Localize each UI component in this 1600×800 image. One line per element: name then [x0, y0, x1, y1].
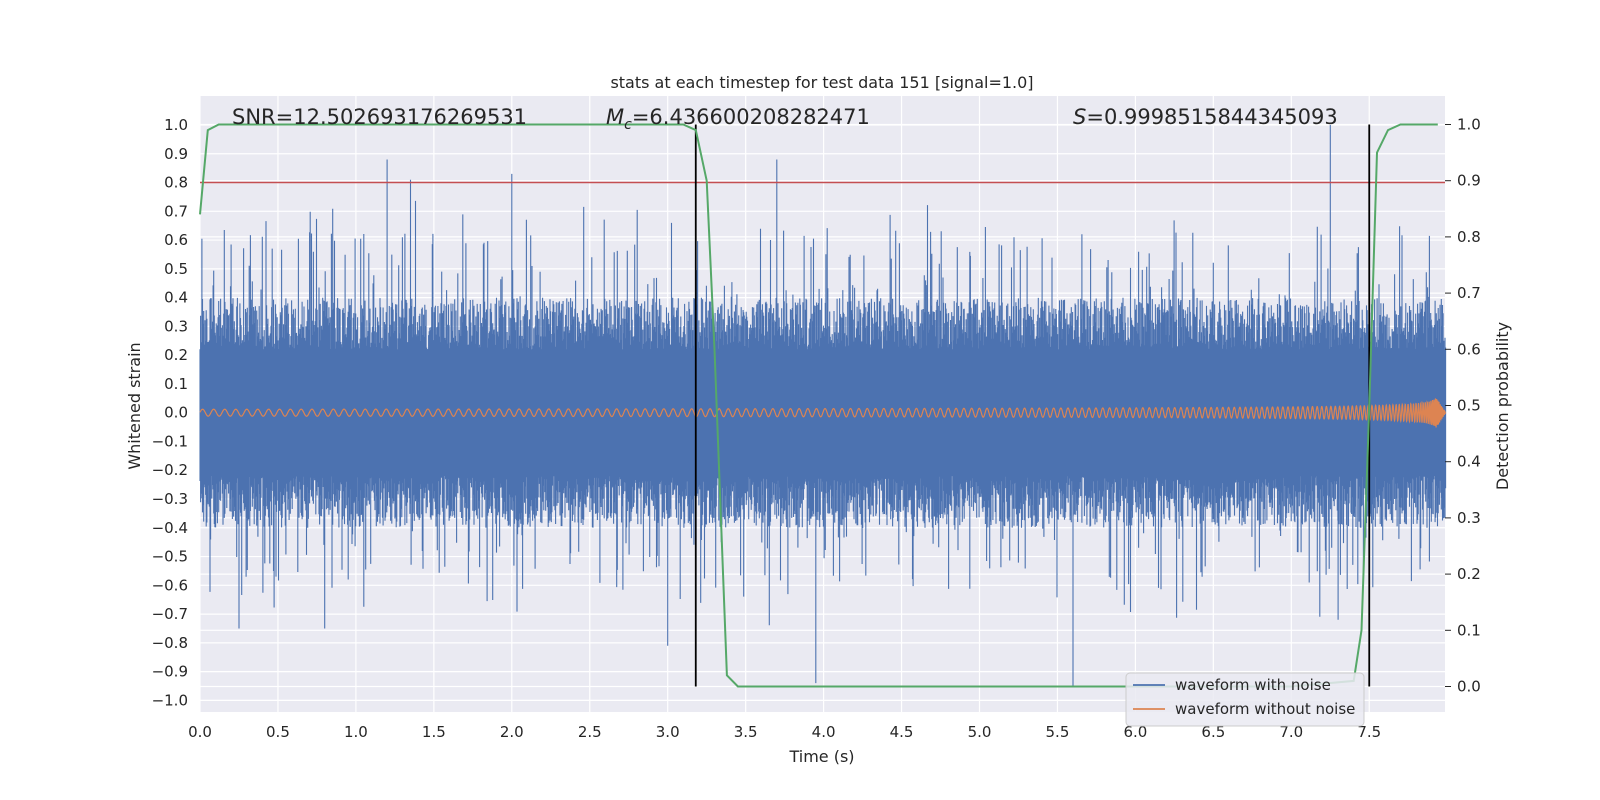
y-right-axis-label: Detection probability	[1493, 322, 1512, 490]
chirp-mass-symbol: M	[606, 105, 624, 129]
score-annotation: S=0.9998515844345093	[1073, 105, 1338, 129]
y-left-tick-label: 0.8	[164, 174, 188, 192]
y-left-tick-label: 0.5	[164, 260, 188, 278]
y-left-tick-label: −0.2	[152, 461, 188, 479]
x-tick-label: 6.0	[1123, 723, 1147, 741]
y-right-tick-label: 0.5	[1457, 397, 1481, 415]
x-tick-label: 2.0	[500, 723, 524, 741]
chirp-mass-value: =6.436600208282471	[632, 105, 870, 129]
detection-probability-line	[199, 123, 1438, 688]
x-tick-label: 4.5	[890, 723, 914, 741]
x-tick-label: 5.0	[968, 723, 992, 741]
y-right-tick-label: 0.1	[1457, 621, 1481, 639]
y-left-tick-label: 0.1	[164, 375, 188, 393]
legend: waveform with noise waveform without noi…	[1125, 672, 1365, 727]
y-right-tick-label: 1.0	[1457, 116, 1481, 134]
y-left-tick-label: 0.9	[164, 145, 188, 163]
chirp-trace	[199, 398, 1447, 428]
x-tick-label: 6.5	[1201, 723, 1225, 741]
y-right-tick-label: 0.8	[1457, 228, 1481, 246]
chirp-mass-subscript: c	[624, 117, 632, 133]
detection-probability-series	[199, 123, 1438, 688]
score-value: =0.9998515844345093	[1086, 105, 1337, 129]
y-left-tick-label: −0.8	[152, 634, 188, 652]
y-right-tick-label: 0.9	[1457, 172, 1481, 190]
x-tick-label: 2.5	[578, 723, 602, 741]
x-tick-label: 5.5	[1046, 723, 1070, 741]
y-left-tick-label: 0.4	[164, 289, 188, 307]
y-left-tick-label: −0.6	[152, 576, 188, 594]
x-tick-label: 0.0	[188, 723, 212, 741]
y-left-tick-label: −0.9	[152, 663, 188, 681]
y-left-tick-label: 0.7	[164, 202, 188, 220]
x-tick-label: 7.0	[1279, 723, 1303, 741]
x-tick-label: 3.0	[656, 723, 680, 741]
y-left-axis-ticks: 1.0 0.9 0.8 0.7 0.6 0.5 0.4 0.3 0.2 0.1 0.0 −0.1 −0.…	[152, 116, 188, 709]
x-tick-label: 0.5	[266, 723, 290, 741]
y-left-tick-label: −0.4	[152, 519, 188, 537]
x-tick-label: 3.5	[734, 723, 758, 741]
y-right-tick-label: 0.3	[1457, 509, 1481, 527]
y-right-tick-label: 0.0	[1457, 678, 1481, 696]
waveform-without-noise-series	[199, 398, 1447, 428]
y-left-tick-label: 0.6	[164, 231, 188, 249]
y-right-tick-label: 0.6	[1457, 340, 1481, 358]
x-tick-label: 4.0	[812, 723, 836, 741]
y-left-tick-label: −0.7	[152, 605, 188, 623]
score-symbol: S	[1073, 105, 1086, 129]
x-tick-label: 7.5	[1357, 723, 1381, 741]
y-right-tick-label: 0.4	[1457, 453, 1481, 471]
y-right-tick-label: 0.2	[1457, 565, 1481, 583]
chart-title: stats at each timestep for test data 151…	[610, 73, 1033, 92]
legend-label-noise: waveform with noise	[1175, 676, 1331, 694]
legend-box	[1125, 672, 1365, 727]
x-axis-ticks: 0.0 0.5 1.0 1.5 2.0 2.5 3.0 3.5 4.0 4.5 5.0 5.5 6.0 6…	[188, 723, 1381, 741]
y-right-tick-label: 0.7	[1457, 284, 1481, 302]
y-left-tick-label: −1.0	[152, 691, 188, 709]
y-left-tick-label: 0.0	[164, 404, 188, 422]
y-left-axis-label: Whitened strain	[125, 342, 144, 469]
y-left-tick-label: −0.1	[152, 432, 188, 450]
legend-label-clean: waveform without noise	[1175, 700, 1355, 718]
y-left-tick-label: −0.3	[152, 490, 188, 508]
x-tick-label: 1.5	[422, 723, 446, 741]
x-tick-label: 1.0	[344, 723, 368, 741]
chirp-mass-annotation: Mc=6.436600208282471	[606, 105, 870, 133]
y-left-tick-label: 0.3	[164, 317, 188, 335]
y-left-tick-label: 1.0	[164, 116, 188, 134]
x-axis-label: Time (s)	[788, 747, 854, 766]
y-left-tick-label: 0.2	[164, 346, 188, 364]
y-left-tick-label: −0.5	[152, 548, 188, 566]
y-right-axis-ticks: 1.0 0.9 0.8 0.7 0.6 0.5 0.4 0.3 0.2 0.1 0.0	[1445, 116, 1481, 696]
snr-annotation: SNR=12.502693176269531	[232, 105, 527, 129]
